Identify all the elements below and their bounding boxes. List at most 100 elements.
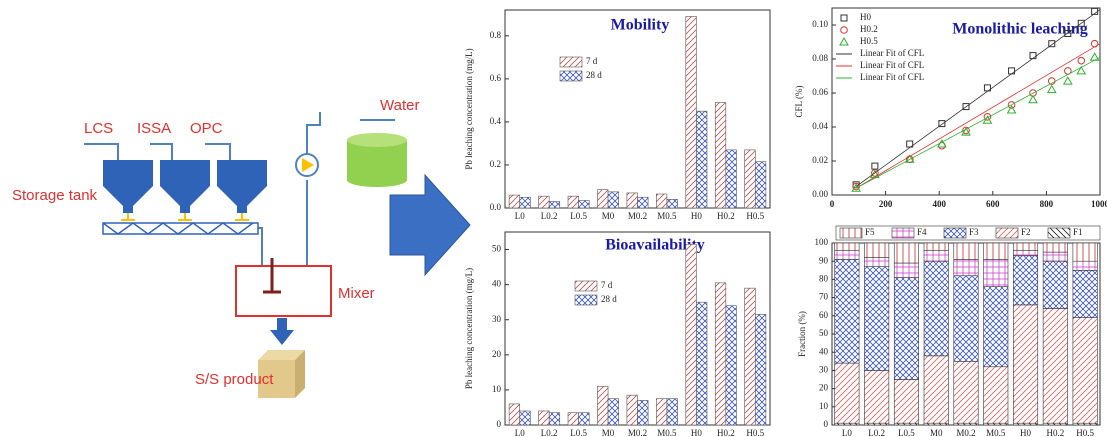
fit-line (855, 56, 1101, 189)
legend-marker (839, 36, 849, 46)
x-tick-label: M0 (602, 428, 615, 437)
bar (685, 16, 697, 209)
legend-label: 7 d (601, 280, 613, 290)
y-axis-label: CFL (%) (794, 86, 804, 118)
point (983, 113, 992, 121)
x-tick-label: H0.5 (746, 211, 764, 221)
point (1007, 101, 1016, 109)
bar (637, 400, 649, 426)
legend-label: Linear Fit of CFL (860, 60, 924, 70)
y-tick-label: 20 (819, 383, 829, 393)
x-tick-label: M0.2 (956, 428, 975, 437)
bar-segment (953, 275, 979, 362)
input-label: ISSA (137, 120, 171, 137)
x-tick-label: L0 (515, 211, 525, 221)
y-tick-label: 0.0 (490, 202, 502, 212)
point (1006, 104, 1017, 114)
bar (626, 192, 638, 209)
x-tick-label: L0 (842, 428, 852, 437)
x-tick-label: L0.2 (541, 211, 558, 221)
legend-label: F1 (1073, 227, 1083, 237)
x-tick-label: M0.5 (657, 428, 677, 437)
bar-segment (1013, 255, 1039, 306)
x-tick-label: L0.5 (570, 211, 587, 221)
y-tick-label: 0.6 (490, 73, 502, 83)
point (1029, 52, 1037, 60)
bar (508, 194, 521, 209)
bar-segment (953, 259, 979, 277)
bar-segment (923, 249, 949, 262)
legend-label: F3 (969, 227, 979, 237)
bar (666, 199, 678, 209)
bar (567, 195, 579, 209)
bar-segment (864, 266, 890, 371)
y-tick-label: 0.04 (812, 121, 828, 131)
x-tick-label: H0 (691, 428, 702, 437)
x-tick-label: M0.2 (628, 211, 647, 221)
water-label: Water (380, 97, 419, 114)
y-tick-label: 100 (815, 237, 829, 247)
bar-segment (1013, 249, 1039, 257)
point (1048, 40, 1056, 48)
bar-segment (1072, 269, 1098, 318)
y-tick-label: 10 (492, 384, 502, 394)
bar-segment (893, 262, 919, 278)
legend-label: H0 (860, 12, 871, 22)
legend-swatch (559, 56, 583, 68)
bar (607, 191, 619, 209)
legend-label: 28 d (586, 70, 602, 80)
point (1090, 39, 1099, 48)
bar (597, 189, 609, 209)
point (1028, 94, 1038, 104)
x-tick-label: H0 (691, 211, 702, 221)
legend-swatch (891, 227, 915, 239)
y-tick-label: 0.4 (490, 116, 502, 126)
legend-label: H0.2 (860, 24, 878, 34)
bar (714, 282, 727, 426)
point (1077, 56, 1086, 65)
legend-swatch (1047, 227, 1071, 239)
bar (725, 149, 737, 209)
bar (578, 412, 590, 426)
y-tick-label: 0 (824, 419, 829, 429)
bar-segment (834, 249, 860, 260)
bar (685, 243, 697, 426)
point (982, 115, 993, 124)
input-label: LCS (84, 120, 113, 137)
bar-segment (1042, 242, 1068, 253)
bar (548, 201, 561, 209)
storage-label: Storage tank (12, 187, 98, 204)
bar-segment (953, 242, 979, 260)
y-tick-label: 40 (492, 279, 502, 289)
water-tank (347, 133, 407, 187)
bar-segment (1072, 317, 1098, 424)
legend-swatch (995, 227, 1019, 239)
bar-segment (1042, 308, 1068, 424)
point (871, 162, 879, 170)
bar (744, 287, 756, 426)
y-tick-label: 70 (819, 292, 829, 302)
valves (121, 213, 249, 221)
x-tick-label: H0.2 (717, 211, 735, 221)
bar (656, 193, 668, 209)
bar-segment (983, 286, 1009, 368)
conveyor (102, 222, 259, 235)
bar (744, 149, 756, 209)
product-label: S/S product (195, 371, 274, 388)
bar (519, 410, 531, 426)
x-tick-label: H0.2 (1046, 428, 1064, 437)
point (962, 103, 970, 111)
x-tick-label: M0.5 (657, 211, 677, 221)
input-label: OPC (190, 120, 223, 137)
x-tick-label: H0.5 (1076, 428, 1094, 437)
bar-segment (983, 242, 1009, 260)
y-axis-label: Fraction (%) (797, 311, 807, 357)
x-tick-label: H0.2 (717, 428, 735, 437)
y-tick-label: 80 (819, 273, 829, 283)
legend-label: F5 (865, 227, 875, 237)
y-tick-label: 30 (492, 314, 502, 324)
point (1089, 52, 1100, 61)
legend-marker (840, 26, 848, 34)
x-tick-label: L0.2 (868, 428, 885, 437)
